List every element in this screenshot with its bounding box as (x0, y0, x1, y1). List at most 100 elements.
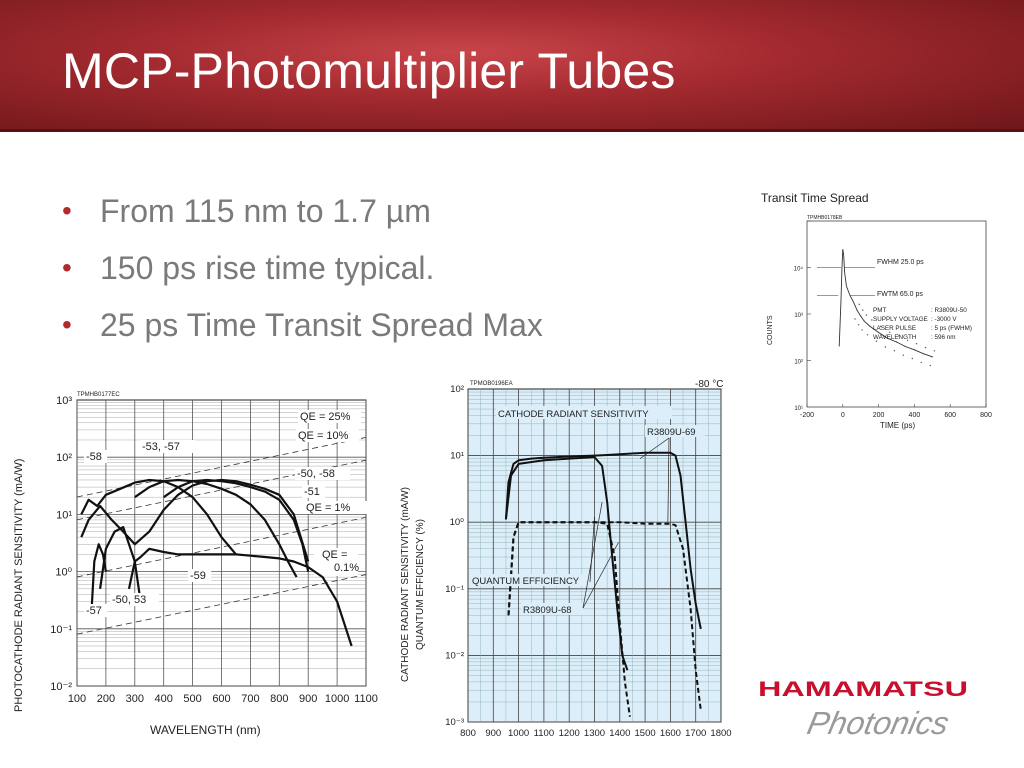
prs-series-line (80, 478, 310, 562)
prs-series-line (80, 478, 237, 556)
tts-data-marks (817, 248, 936, 367)
logo-brand: HAMAMATSU (758, 678, 968, 701)
crs-leader-line (582, 542, 619, 609)
tts-series-line (838, 248, 933, 358)
crs-x-tick-label: 1100 (534, 728, 554, 739)
prs-series-line (134, 478, 298, 578)
tts-info-key: WAVELENGTH (873, 334, 917, 341)
tts-x-ticks: -200 0 200 400 600 800 (800, 404, 992, 419)
prs-qe-label-bg (314, 548, 358, 576)
tts-data-point (861, 329, 863, 331)
tts-info-key: SUPPLY VOLTAGE (873, 316, 928, 323)
crs-leader-line (589, 516, 595, 583)
prs-qe-label: QE = 25% (300, 411, 351, 423)
crs-leader-lines (582, 437, 670, 609)
prs-x-tick-label: 300 (126, 693, 144, 705)
crs-series-line (504, 451, 702, 630)
prs-series-label-bg (188, 569, 212, 582)
crs-x-ticks: 800 900 1000 1100 1200 1300 1400 1500 1600 1700 18… (460, 728, 732, 739)
crs-label-bg (521, 603, 583, 615)
tts-info-value: : R3809U-50 (931, 307, 967, 314)
prs-series-label: -57 (86, 605, 102, 617)
prs-series-label: -59 (190, 570, 206, 582)
tts-data-point (886, 337, 889, 339)
crs-temperature: -80 °C (695, 379, 723, 390)
prs-qe-label-bg (296, 429, 359, 442)
crs-y-tick-label: 10⁻¹ (445, 584, 464, 595)
tts-data-point (897, 335, 900, 337)
prs-series-line (127, 547, 353, 647)
tts-fwhm-label: FWHM 25.0 ps (877, 259, 924, 266)
crs-x-tick-label: 1000 (508, 728, 529, 739)
crs-y-ticks: 10⁻³ 10⁻² 10⁻¹ 10⁰ 10¹ 10² (445, 384, 464, 728)
prs-series-label-bg (84, 450, 108, 463)
prs-qe-line (76, 437, 367, 498)
prs-qe-line (76, 574, 367, 635)
tts-x-tick-label: 0 (841, 412, 845, 419)
tts-data-point (862, 309, 864, 311)
tts-x-tick-label: -200 (800, 412, 814, 419)
prs-x-tick-label: 800 (270, 693, 288, 705)
crs-x-tick-label: 1400 (609, 728, 630, 739)
prs-series-label: -50, 53 (112, 594, 146, 606)
crs-x-tick-label: 1300 (584, 728, 605, 739)
prs-ylabel: PHOTOCATHODE RADIANT SENSITIVITY (mA/W) (13, 459, 25, 712)
tts-data-point (906, 339, 909, 342)
logo-script: Photonics (804, 705, 952, 741)
prs-xlabel: WAVELENGTH (nm) (150, 723, 261, 737)
prs-x-tick-label: 100 (68, 693, 86, 705)
crs-y-tick-label: 10⁻² (445, 650, 464, 661)
tts-data-point (871, 319, 873, 321)
prs-y-ticks: 10⁻² 10⁻¹ 10⁰ 10¹ 10² 10³ (50, 395, 72, 693)
tts-data-point (856, 309, 858, 311)
tts-data-point (929, 364, 931, 367)
tts-y-tick-label: 10¹ (794, 406, 803, 412)
prs-x-tick-label: 200 (97, 693, 115, 705)
tts-data-point (865, 314, 868, 316)
tts-y-tick-label: 10² (794, 360, 803, 366)
prs-series-label: -51 (304, 486, 320, 498)
crs-leader-line (582, 502, 603, 609)
bullet-item: From 115 nm to 1.7 µm (62, 188, 543, 245)
crs-annotation: R3809U-68 (523, 605, 572, 616)
crs-label-bg (470, 574, 590, 586)
crs-label-bg (645, 425, 705, 437)
prs-x-tick-label: 1100 (354, 693, 378, 705)
prs-y-tick-label: 10¹ (56, 509, 72, 521)
prs-code: TPMHB0177EC (77, 392, 120, 398)
prs-qe-label: QE = 10% (298, 430, 349, 442)
crs-x-tick-label: 900 (485, 728, 501, 739)
prs-y-tick-label: 10⁰ (55, 567, 72, 579)
tts-data-point (857, 324, 860, 326)
prs-x-tick-label: 1000 (325, 693, 349, 705)
tts-ylabel: COUNTS (767, 315, 774, 345)
cathode-sensitivity-chart: TPMOB0196EA -80 °C 10⁻³ 10⁻² 10⁻¹ 10⁰ 10¹ 10²… (400, 379, 732, 739)
prs-series-label-bg (302, 485, 326, 498)
crs-x-tick-label: 1800 (710, 728, 731, 739)
tts-data-point (884, 346, 887, 348)
prs-qe-line (76, 516, 367, 578)
prs-qe-label: QE = (322, 549, 347, 561)
tts-grid (807, 220, 811, 361)
prs-qe-label: QE = 1% (306, 502, 351, 514)
prs-qe-lines: QE = 25% QE = 10% QE = 1% QE =0.1% (76, 410, 367, 635)
prs-x-tick-label: 700 (241, 693, 259, 705)
crs-x-tick-label: 1200 (559, 728, 580, 739)
prs-y-tick-label: 10² (56, 452, 72, 464)
prs-series-label: -53, -57 (142, 441, 180, 453)
tts-xlabel: TIME (ps) (880, 421, 915, 430)
tts-code: TPMHB0178EB (807, 215, 843, 221)
tts-data-point (860, 315, 862, 317)
bullet-item: 25 ps Time Transit Spread Max (62, 302, 543, 359)
tts-data-point (858, 303, 860, 305)
crs-series-line (504, 456, 629, 671)
tts-data-point (875, 340, 878, 342)
tts-x-tick-label: 200 (873, 412, 885, 419)
tts-fwtm-label: FWTM 65.0 ps (877, 291, 923, 298)
crs-y-tick-label: 10⁰ (450, 517, 465, 528)
prs-qe-label: 0.1% (334, 562, 359, 574)
tts-data-point (863, 320, 865, 322)
tts-y-tick-label: 10³ (794, 313, 803, 319)
tts-info-value: : 5 ps (FWHM) (931, 325, 972, 332)
